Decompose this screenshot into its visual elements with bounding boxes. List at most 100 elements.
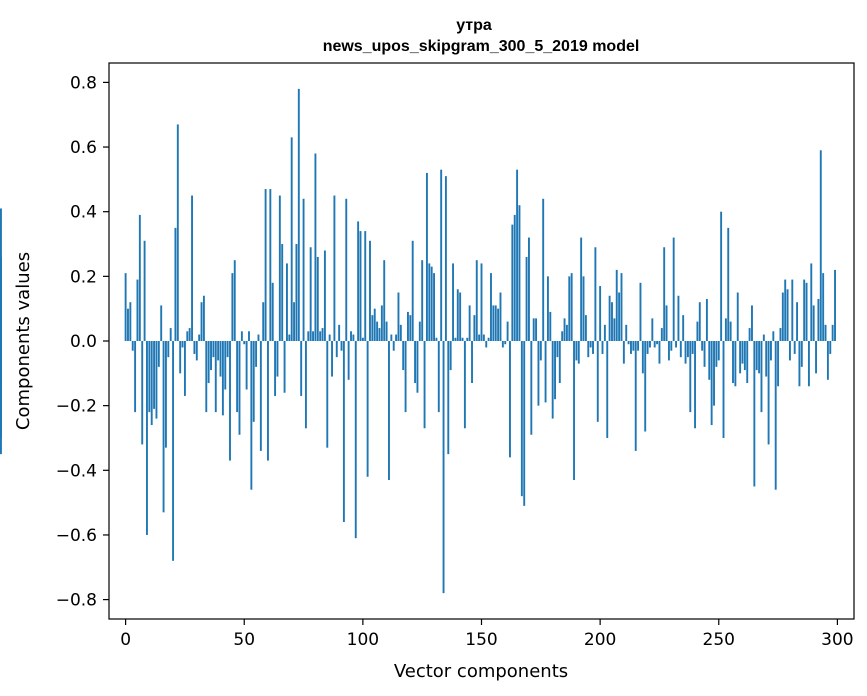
bar bbox=[767, 341, 770, 445]
bar bbox=[202, 295, 205, 341]
bar bbox=[741, 341, 744, 364]
bar bbox=[736, 292, 739, 341]
bar bbox=[449, 341, 452, 371]
bar bbox=[509, 341, 511, 458]
bar bbox=[499, 292, 502, 341]
bar bbox=[191, 195, 193, 341]
bar bbox=[214, 341, 217, 413]
bar bbox=[729, 321, 732, 341]
bar bbox=[473, 315, 476, 341]
bar bbox=[599, 286, 602, 341]
bar bbox=[359, 231, 362, 341]
bar bbox=[490, 273, 492, 341]
bar bbox=[665, 305, 668, 341]
bar bbox=[727, 227, 730, 341]
bar bbox=[146, 341, 148, 535]
bar bbox=[186, 331, 189, 341]
bar bbox=[791, 279, 794, 341]
bar bbox=[667, 341, 670, 361]
bar bbox=[478, 334, 481, 341]
bar bbox=[582, 276, 585, 341]
y-tick-label: −0.6 bbox=[56, 526, 97, 546]
bar bbox=[395, 334, 398, 341]
bar bbox=[556, 341, 559, 358]
bar bbox=[416, 341, 419, 393]
bar bbox=[535, 318, 538, 341]
bar bbox=[644, 341, 647, 432]
bar bbox=[501, 341, 504, 348]
bar bbox=[649, 341, 651, 348]
bar bbox=[720, 211, 723, 341]
bar bbox=[342, 341, 345, 523]
bar bbox=[447, 341, 450, 455]
bar bbox=[784, 279, 787, 341]
bar bbox=[231, 273, 234, 341]
bar bbox=[402, 341, 405, 371]
bar bbox=[179, 341, 182, 374]
bar bbox=[240, 331, 243, 341]
bar bbox=[530, 341, 533, 435]
bar bbox=[274, 341, 277, 396]
bar bbox=[796, 302, 799, 341]
bar bbox=[388, 341, 390, 480]
bar bbox=[715, 341, 718, 367]
bar bbox=[722, 341, 725, 438]
bar bbox=[205, 341, 208, 413]
bar bbox=[632, 341, 635, 351]
bar bbox=[570, 273, 573, 341]
bar bbox=[691, 341, 694, 354]
bar bbox=[276, 341, 279, 377]
bar bbox=[295, 244, 298, 341]
bar bbox=[770, 341, 772, 361]
bar bbox=[461, 337, 464, 341]
bar bbox=[525, 256, 528, 341]
bar bbox=[672, 237, 675, 341]
bar bbox=[670, 341, 673, 351]
bar bbox=[309, 247, 312, 341]
bar bbox=[221, 341, 224, 416]
bar bbox=[620, 273, 623, 341]
bar bbox=[281, 244, 284, 341]
bar bbox=[705, 298, 708, 341]
bar bbox=[611, 302, 613, 341]
bar bbox=[338, 324, 341, 341]
bar bbox=[594, 247, 597, 341]
bar bbox=[392, 341, 395, 351]
bar bbox=[411, 240, 414, 341]
bar bbox=[236, 341, 239, 413]
bar bbox=[708, 341, 711, 380]
bar bbox=[701, 341, 704, 351]
bar bbox=[131, 341, 134, 351]
y-tick-label: −0.8 bbox=[56, 591, 97, 611]
bar bbox=[233, 260, 236, 341]
bar bbox=[653, 341, 656, 348]
bar bbox=[442, 341, 445, 594]
bar bbox=[679, 341, 682, 358]
bar bbox=[293, 302, 296, 341]
bar bbox=[622, 341, 625, 364]
bar bbox=[596, 341, 599, 422]
bar bbox=[421, 260, 424, 341]
bar bbox=[124, 273, 127, 341]
bar bbox=[815, 341, 817, 374]
bar bbox=[219, 341, 222, 377]
bar bbox=[637, 341, 640, 351]
bar bbox=[259, 341, 262, 451]
bar bbox=[513, 214, 516, 341]
bar bbox=[397, 292, 400, 341]
bar bbox=[176, 124, 179, 341]
bar bbox=[592, 341, 594, 354]
bar bbox=[452, 263, 454, 341]
chart-title: утра bbox=[456, 17, 492, 34]
bar bbox=[528, 237, 530, 341]
bar bbox=[656, 341, 659, 345]
bar bbox=[485, 341, 488, 348]
bar bbox=[385, 321, 388, 341]
bar bbox=[689, 341, 692, 413]
bar bbox=[134, 341, 137, 413]
bar bbox=[198, 334, 201, 341]
bar bbox=[288, 334, 291, 341]
bar bbox=[193, 341, 196, 354]
bar bbox=[810, 263, 813, 341]
